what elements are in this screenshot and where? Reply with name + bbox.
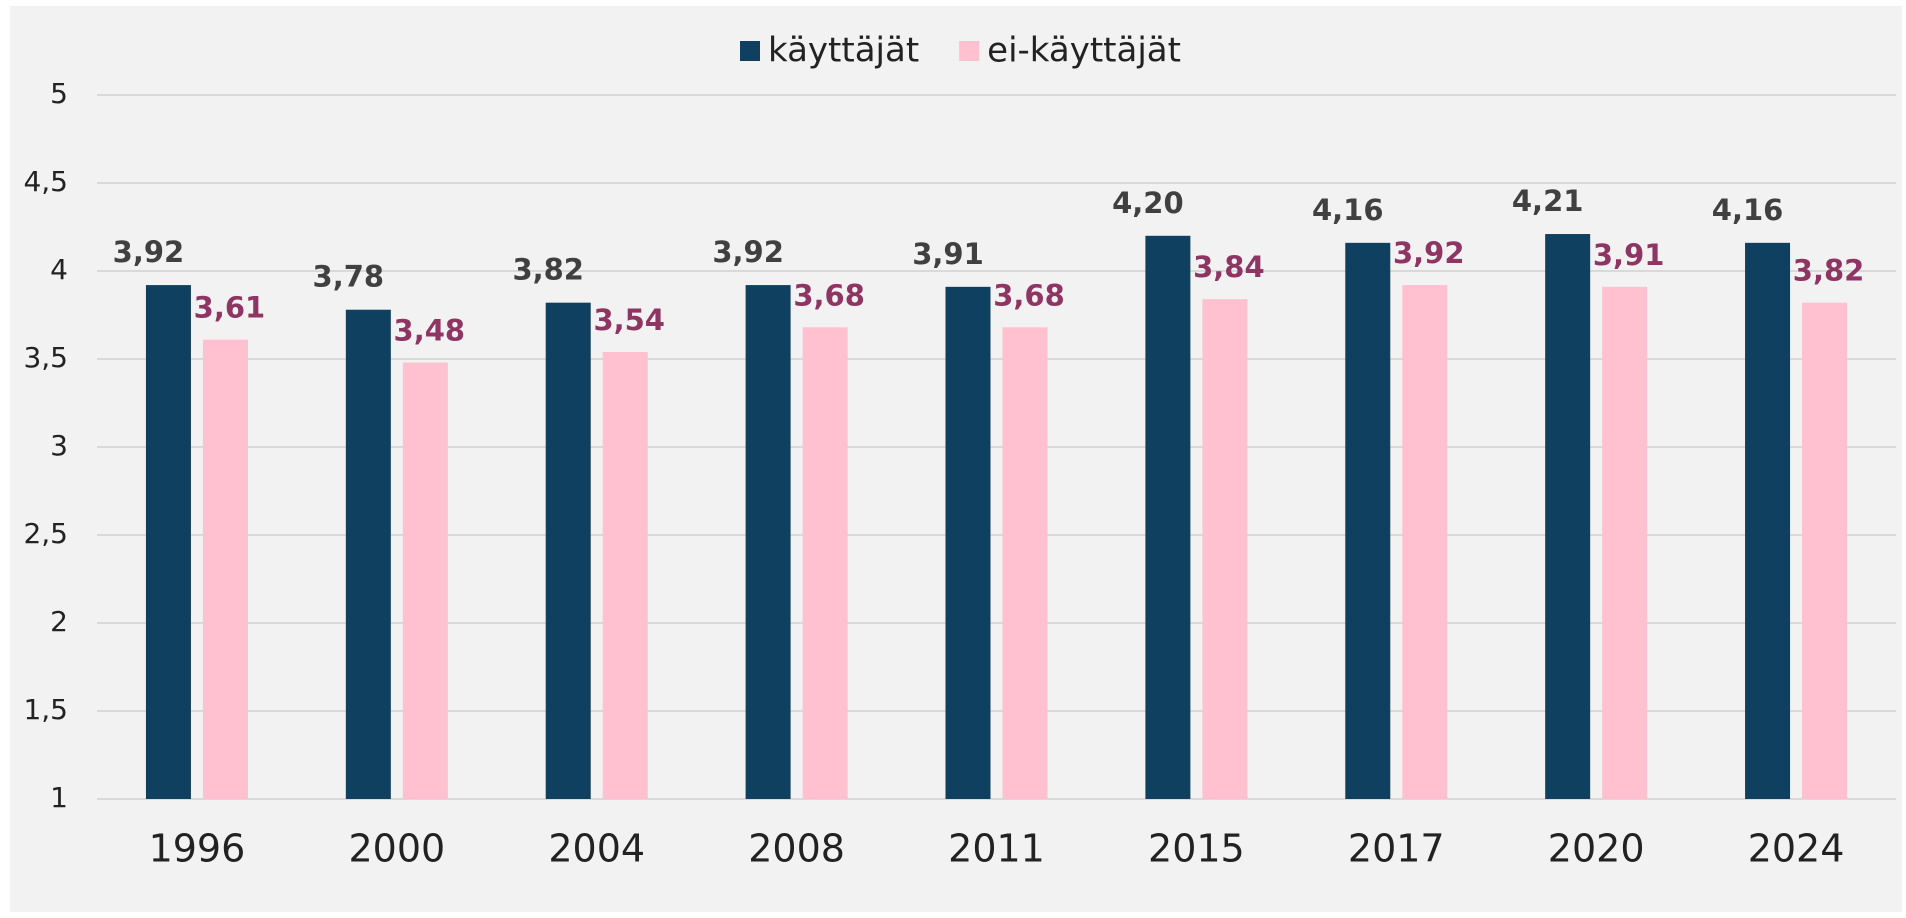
bar	[1345, 242, 1391, 800]
value-label: 3,68	[993, 278, 1065, 312]
value-label: 3,68	[793, 278, 865, 312]
legend-label: ei-käyttäjät	[987, 31, 1181, 71]
x-tick-label: 2020	[1548, 827, 1645, 871]
bar	[1002, 327, 1048, 799]
value-label: 3,92	[1393, 236, 1465, 270]
bar	[602, 351, 648, 799]
legend-swatch	[959, 41, 980, 61]
bar	[945, 286, 991, 800]
x-tick-label: 2008	[748, 827, 845, 871]
legend-label: käyttäjät	[768, 31, 919, 71]
value-label: 3,78	[313, 260, 385, 294]
value-label: 3,61	[194, 291, 266, 325]
x-tick-label: 1996	[149, 827, 246, 871]
value-label: 3,82	[1793, 254, 1865, 288]
y-tick-label: 5	[50, 77, 68, 110]
value-label: 3,48	[394, 314, 466, 348]
value-label: 4,16	[1312, 193, 1384, 227]
bar	[1745, 242, 1791, 800]
value-label: 3,92	[712, 235, 784, 269]
x-tick-label: 2004	[548, 827, 645, 871]
bar	[1202, 299, 1248, 799]
x-tick-label: 2024	[1748, 827, 1845, 871]
y-tick-label: 3	[50, 429, 68, 462]
value-label: 3,92	[113, 235, 185, 269]
bar	[1602, 286, 1648, 800]
bar	[1402, 285, 1448, 800]
value-label: 3,91	[1593, 238, 1665, 272]
bar	[745, 285, 791, 800]
bar	[802, 327, 848, 799]
legend-swatch	[740, 41, 760, 61]
y-tick-label: 2	[50, 605, 68, 638]
x-tick-label: 2000	[348, 827, 445, 871]
value-label: 4,20	[1112, 186, 1184, 220]
bar	[402, 362, 448, 799]
value-label: 3,54	[593, 303, 665, 337]
y-tick-label: 4	[50, 253, 68, 286]
bar	[1145, 235, 1191, 800]
bar	[145, 285, 191, 800]
bar	[545, 302, 591, 799]
value-label: 3,82	[512, 253, 584, 287]
value-label: 4,16	[1712, 193, 1784, 227]
x-tick-label: 2011	[948, 827, 1045, 871]
y-tick-label: 2,5	[23, 517, 68, 550]
bar	[1802, 302, 1848, 799]
value-label: 3,91	[912, 237, 984, 271]
y-tick-label: 1	[50, 781, 68, 814]
x-tick-label: 2017	[1348, 827, 1445, 871]
x-tick-label: 2015	[1148, 827, 1245, 871]
value-label: 3,84	[1193, 250, 1265, 284]
y-tick-label: 4,5	[23, 165, 68, 198]
bar	[345, 309, 391, 799]
y-tick-label: 3,5	[23, 341, 68, 374]
bar	[1545, 234, 1591, 800]
value-label: 4,21	[1512, 184, 1584, 218]
y-tick-label: 1,5	[23, 693, 68, 726]
bar	[202, 339, 248, 799]
